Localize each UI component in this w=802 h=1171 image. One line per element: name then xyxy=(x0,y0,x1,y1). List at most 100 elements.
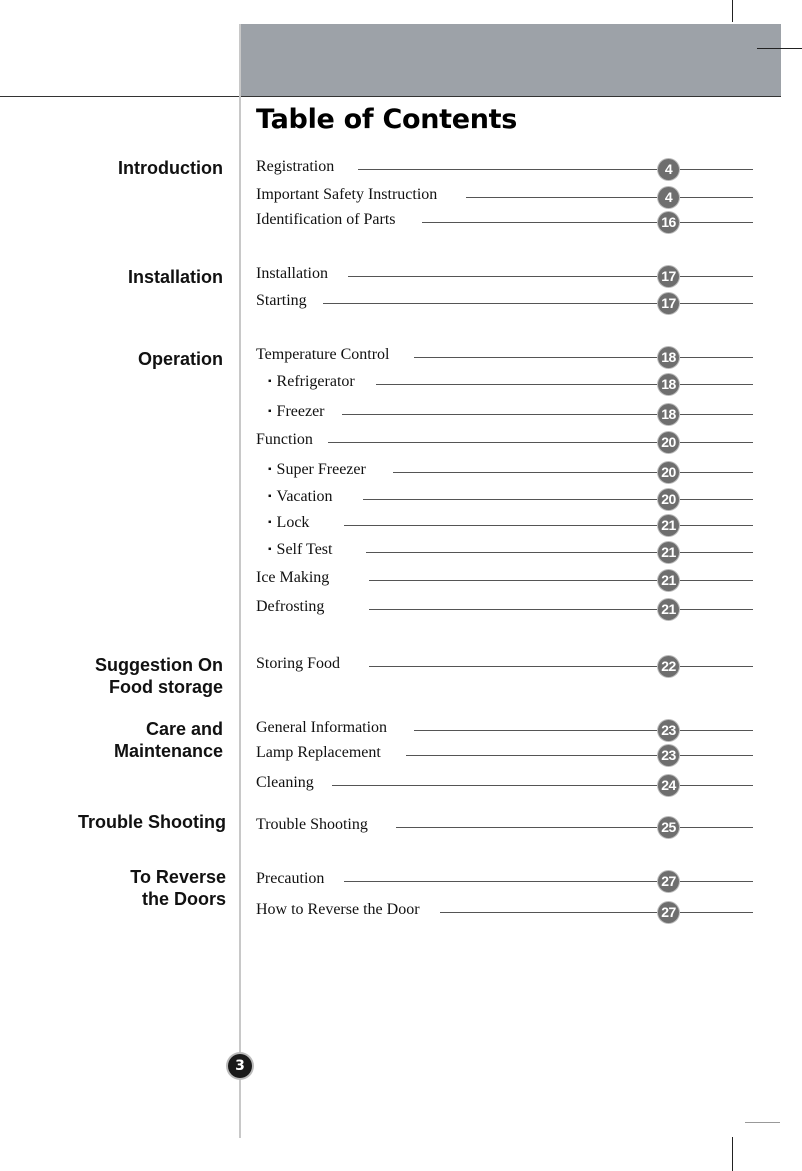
toc-entry-label[interactable]: ▪ Refrigerator xyxy=(268,373,355,391)
leader-line xyxy=(466,197,753,198)
page-badge[interactable]: 17 xyxy=(658,293,679,314)
entry-text: Registration xyxy=(256,158,335,175)
page-title: Table of Contents xyxy=(256,104,518,135)
crop-mark xyxy=(732,0,733,22)
page-number: 3 xyxy=(228,1054,252,1078)
leader-line xyxy=(406,755,753,756)
leader-line xyxy=(414,357,753,358)
leader-line xyxy=(342,414,753,415)
toc-entry-label[interactable]: ▪ Freezer xyxy=(268,403,325,421)
entry-text: Freezer xyxy=(276,403,325,420)
crop-mark xyxy=(732,1137,733,1171)
toc-entry-label[interactable]: ▪ Vacation xyxy=(268,488,333,506)
bullet-icon: ▪ xyxy=(268,517,272,528)
page-badge[interactable]: 4 xyxy=(658,159,679,180)
page-badge[interactable]: 18 xyxy=(658,374,679,395)
page-badge[interactable]: 17 xyxy=(658,266,679,287)
section-heading: Installation xyxy=(128,266,223,288)
leader-line xyxy=(332,785,753,786)
toc-entry-label[interactable]: Lamp Replacement xyxy=(256,744,381,762)
page-badge[interactable]: 24 xyxy=(658,775,679,796)
leader-line xyxy=(376,384,753,385)
leader-line xyxy=(369,609,753,610)
entry-text: Self Test xyxy=(276,541,333,558)
section-heading: Care and Maintenance xyxy=(114,718,223,762)
toc-entry-label[interactable]: ▪ Self Test xyxy=(268,541,332,559)
entry-text: Temperature Control xyxy=(256,346,390,363)
toc-entry-label[interactable]: ▪ Lock xyxy=(268,514,309,532)
entry-text: Defrosting xyxy=(256,598,325,615)
toc-entry-label[interactable]: Function xyxy=(256,431,313,449)
section-heading-line: Suggestion On xyxy=(95,655,223,675)
section-heading: Suggestion On Food storage xyxy=(95,654,223,698)
page-badge[interactable]: 23 xyxy=(658,720,679,741)
section-heading: Introduction xyxy=(118,157,223,179)
section-heading-line: Introduction xyxy=(118,158,223,178)
header-rule xyxy=(0,96,781,97)
toc-entry-label[interactable]: Defrosting xyxy=(256,598,324,616)
section-heading: Operation xyxy=(138,348,223,370)
toc-entry-label[interactable]: Storing Food xyxy=(256,655,340,673)
leader-line xyxy=(366,552,753,553)
toc-entry-label[interactable]: Starting xyxy=(256,292,307,310)
leader-line xyxy=(422,222,753,223)
entry-text: Identification of Parts xyxy=(256,211,396,228)
leader-line xyxy=(369,666,753,667)
toc-entry-label[interactable]: General Information xyxy=(256,719,387,737)
toc-entry-label[interactable]: Ice Making xyxy=(256,569,329,587)
entry-text: General Information xyxy=(256,719,388,736)
toc-entry-label[interactable]: Temperature Control xyxy=(256,346,390,364)
entry-text: Super Freezer xyxy=(276,461,366,478)
entry-text: How to Reverse the Door xyxy=(256,901,420,918)
toc-entry-label[interactable]: ▪ Super Freezer xyxy=(268,461,366,479)
entry-text: Ice Making xyxy=(256,569,330,586)
section-heading-line: To Reverse xyxy=(130,867,226,887)
entry-text: Cleaning xyxy=(256,774,314,791)
toc-entry-label[interactable]: Identification of Parts xyxy=(256,211,396,229)
crop-mark xyxy=(757,48,802,49)
entry-text: Lock xyxy=(276,514,310,531)
page-badge[interactable]: 21 xyxy=(658,515,679,536)
section-heading-line: Food storage xyxy=(108,677,223,697)
page-badge[interactable]: 27 xyxy=(658,902,679,923)
entry-text: Trouble Shooting xyxy=(256,816,368,833)
leader-line xyxy=(393,472,753,473)
page-badge[interactable]: 18 xyxy=(658,404,679,425)
header-band xyxy=(240,24,781,97)
leader-line xyxy=(323,303,753,304)
leader-line xyxy=(396,827,753,828)
page-badge[interactable]: 16 xyxy=(658,212,679,233)
toc-entry-label[interactable]: Installation xyxy=(256,265,328,283)
toc-entry-label[interactable]: Registration xyxy=(256,158,334,176)
toc-entry-label[interactable]: Precaution xyxy=(256,870,324,888)
leader-line xyxy=(348,276,753,277)
page-badge[interactable]: 20 xyxy=(658,489,679,510)
leader-line xyxy=(344,525,753,526)
section-heading-line: Installation xyxy=(127,267,223,287)
page-badge[interactable]: 18 xyxy=(658,347,679,368)
page-badge[interactable]: 21 xyxy=(658,599,679,620)
toc-entry-label[interactable]: Trouble Shooting xyxy=(256,816,368,834)
section-heading-line: the Doors xyxy=(141,889,226,909)
page-badge[interactable]: 22 xyxy=(658,656,679,677)
bullet-icon: ▪ xyxy=(268,376,272,387)
page-badge[interactable]: 20 xyxy=(658,432,679,453)
toc-entry-label[interactable]: Cleaning xyxy=(256,774,314,792)
page-badge[interactable]: 27 xyxy=(658,871,679,892)
toc-entry-label[interactable]: Important Safety Instruction xyxy=(256,186,437,204)
page-badge[interactable]: 21 xyxy=(658,570,679,591)
section-heading-line: Trouble Shooting xyxy=(78,812,226,832)
section-heading-line: Operation xyxy=(137,349,223,369)
page-badge[interactable]: 20 xyxy=(658,462,679,483)
page-badge[interactable]: 4 xyxy=(658,187,679,208)
crop-mark xyxy=(745,1122,780,1123)
bullet-icon: ▪ xyxy=(268,491,272,502)
section-heading-line: Care and xyxy=(145,719,223,739)
page-badge[interactable]: 21 xyxy=(658,542,679,563)
entry-text: Refrigerator xyxy=(276,373,355,390)
entry-text: Function xyxy=(256,431,313,448)
page-badge[interactable]: 25 xyxy=(658,817,679,838)
toc-entry-label[interactable]: How to Reverse the Door xyxy=(256,901,420,919)
leader-line xyxy=(414,730,753,731)
page-badge[interactable]: 23 xyxy=(658,745,679,766)
